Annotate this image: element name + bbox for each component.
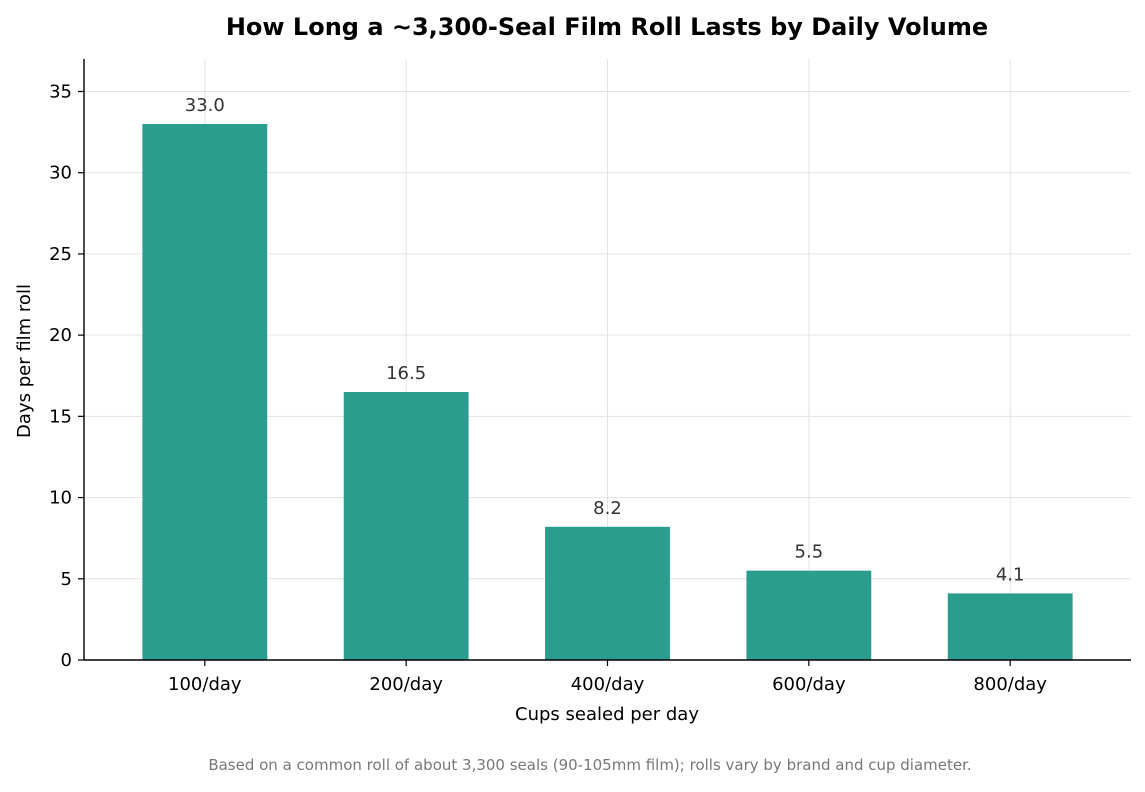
y-tick-label-7: 35 (49, 81, 72, 102)
y-tick-label-2: 10 (49, 488, 72, 509)
bar-1 (343, 391, 469, 660)
value-labels: 33.0 16.5 8.2 5.5 4.1 (185, 95, 1025, 585)
value-label-3: 5.5 (795, 542, 824, 563)
y-tick-label-5: 25 (49, 244, 72, 265)
bar-4 (947, 593, 1073, 660)
y-ticks: 0 5 10 15 20 25 30 35 (49, 81, 84, 671)
y-tick-label-4: 20 (49, 325, 72, 346)
value-label-1: 16.5 (386, 363, 426, 384)
y-axis-label: Days per film roll (14, 284, 35, 438)
footnote: Based on a common roll of about 3,300 se… (208, 756, 971, 774)
x-ticks: 100/day 200/day 400/day 600/day 800/day (168, 660, 1047, 695)
x-axis-label: Cups sealed per day (515, 704, 699, 725)
x-tick-label-2: 400/day (571, 674, 645, 695)
y-tick-label-0: 0 (61, 650, 72, 671)
bar-2 (545, 526, 670, 660)
value-label-0: 33.0 (185, 95, 225, 116)
x-tick-label-1: 200/day (369, 674, 443, 695)
x-tick-label-4: 800/day (973, 674, 1047, 695)
bars (142, 123, 1073, 661)
value-label-2: 8.2 (593, 498, 622, 519)
bar-3 (746, 570, 872, 660)
y-tick-label-1: 5 (61, 569, 72, 590)
x-tick-label-0: 100/day (168, 674, 242, 695)
chart-title: How Long a ~3,300-Seal Film Roll Lasts b… (226, 13, 988, 41)
y-tick-label-6: 30 (49, 163, 72, 184)
x-tick-label-3: 600/day (772, 674, 846, 695)
bar-0 (142, 123, 268, 661)
value-label-4: 4.1 (996, 564, 1025, 585)
y-tick-label-3: 15 (49, 406, 72, 427)
